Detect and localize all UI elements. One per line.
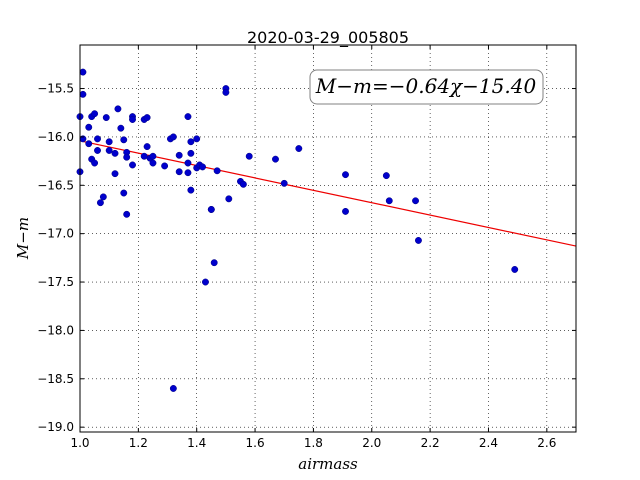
y-tick-label: −19.0 [37, 420, 74, 434]
data-point [111, 170, 119, 178]
data-point [222, 88, 230, 96]
data-point [210, 259, 218, 267]
data-point [114, 105, 122, 113]
data-point [102, 114, 110, 122]
x-tick-label: 2.4 [479, 436, 498, 450]
data-point [120, 136, 128, 144]
data-point [280, 179, 288, 187]
data-point [94, 135, 101, 143]
annotation-frame [309, 69, 544, 105]
x-tick-label: 2.2 [421, 436, 440, 450]
x-axis-label: airmass [298, 455, 358, 473]
data-point [149, 159, 157, 167]
y-tick-label: −16.5 [37, 178, 74, 192]
data-point [140, 152, 148, 160]
ticks [79, 45, 576, 432]
data-point [272, 155, 279, 163]
x-tick-label: 2.0 [362, 436, 381, 450]
data-point [385, 197, 393, 205]
data-point [96, 199, 104, 207]
y-tick-label: −16.0 [37, 130, 74, 144]
data-point [169, 385, 177, 392]
data-point [143, 114, 151, 122]
y-tick-label: −17.0 [37, 227, 74, 241]
data-point [187, 138, 195, 146]
points-layer [76, 68, 519, 392]
y-tick-label: −18.0 [37, 323, 74, 337]
data-point [414, 236, 422, 244]
data-point [184, 169, 192, 177]
data-point [187, 149, 195, 157]
annotation-text: M−m=−0.64χ−15.40 [315, 74, 537, 98]
y-tick-label: −18.5 [37, 372, 74, 386]
grid [79, 45, 576, 432]
y-tick-label: −17.5 [37, 275, 74, 289]
data-point [239, 180, 247, 188]
data-point [161, 162, 169, 170]
data-point [79, 90, 87, 98]
data-point [123, 153, 131, 161]
data-point [91, 159, 99, 167]
data-point [511, 266, 519, 273]
data-point [85, 140, 93, 148]
plot-frame [79, 44, 577, 433]
data-point [105, 147, 113, 154]
y-tick-label: −15.5 [37, 82, 74, 96]
data-point [129, 116, 136, 123]
x-tick-label: 1.6 [246, 436, 265, 450]
data-point [193, 135, 201, 143]
data-point [295, 145, 303, 152]
data-point [412, 197, 419, 205]
data-point [245, 152, 253, 160]
y-axis-label: M−m [14, 217, 32, 260]
fit-line-layer [79, 140, 577, 247]
data-point [120, 189, 128, 197]
data-point [213, 167, 221, 175]
x-tick-label: 2.6 [537, 436, 556, 450]
data-point [149, 152, 157, 160]
x-tick-label: 1.2 [129, 436, 148, 450]
data-point [79, 68, 87, 76]
data-point [111, 149, 119, 157]
annotation-box: M−m=−0.64χ−15.40 [309, 69, 544, 105]
data-point [91, 110, 99, 118]
data-point [187, 186, 195, 194]
data-point [117, 124, 125, 132]
data-point [99, 193, 107, 201]
y-tick-labels: −15.5 −16.0 −16.5 −17.0 −17.5 −18.0 −18.5 −19.0 [37, 82, 74, 435]
data-point [169, 133, 177, 141]
data-point [105, 138, 113, 146]
data-point [342, 171, 349, 179]
data-point [199, 163, 206, 171]
data-point [129, 161, 136, 169]
data-point [143, 143, 151, 151]
fit-line [79, 140, 577, 247]
data-point [225, 195, 233, 203]
data-point [207, 206, 215, 213]
data-point [94, 147, 101, 154]
data-point [382, 172, 390, 180]
data-point [342, 207, 349, 215]
data-point [85, 123, 93, 131]
x-tick-label: 1.4 [187, 436, 206, 450]
data-point [123, 210, 131, 218]
data-point [175, 168, 183, 176]
data-point [202, 278, 209, 286]
x-tick-label: 1.0 [70, 436, 89, 450]
x-tick-labels: 1.0 1.2 1.4 1.6 1.8 2.0 2.2 2.4 2.6 [70, 436, 556, 450]
chart-title: 2020-03-29_005805 [247, 28, 409, 48]
data-point [184, 113, 192, 121]
x-tick-label: 1.8 [304, 436, 323, 450]
data-point [184, 159, 192, 167]
data-point [175, 151, 183, 159]
